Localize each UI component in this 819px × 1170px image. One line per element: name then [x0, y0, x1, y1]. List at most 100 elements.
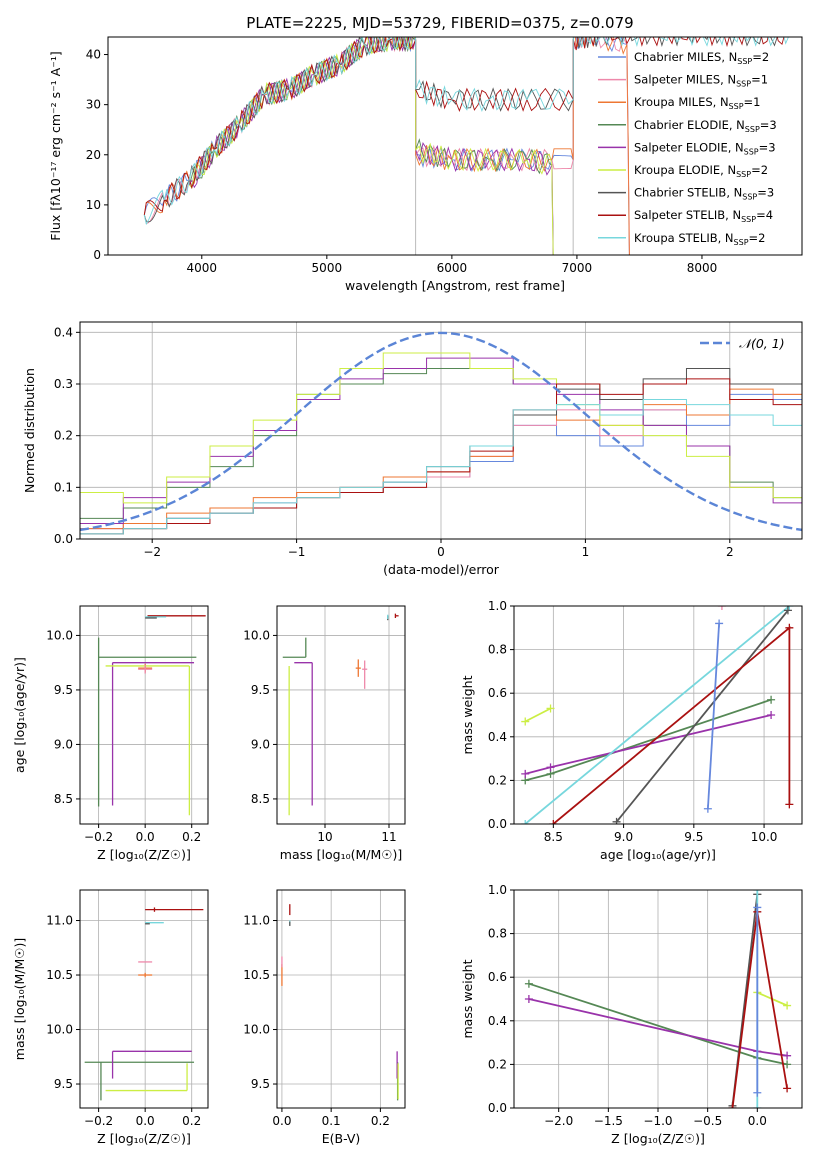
- hist-legend: 𝒩(0, 1): [700, 336, 785, 351]
- y-tick-label: 0.8: [488, 927, 507, 941]
- y-tick-label: 0.6: [488, 686, 507, 700]
- plot-area: [143, 37, 789, 255]
- plot-area: [97, 615, 206, 816]
- y-tick-label: 0.8: [488, 643, 507, 657]
- legend-entry: Salpeter STELIB, NSSP=4: [634, 208, 773, 224]
- axes-frame: [107, 36, 803, 256]
- errorbar-point-salpeter-stelib: [145, 907, 204, 912]
- axes-mass_vs_Z: −0.2 0.0 0.2 9.5 10.0 10.5 11.0 Z [log₁₀(Z/Z☉)]…: [12, 889, 209, 1146]
- weight-line-salpeter-stelib: [728, 907, 792, 1108]
- errorbar-point-chabrier-elodie: [282, 637, 307, 658]
- legend-entry: Salpeter ELODIE, NSSP=3: [634, 140, 776, 156]
- axes-frame: [276, 889, 406, 1109]
- weight-marker: [728, 1104, 737, 1108]
- axes-frame: [79, 889, 209, 1109]
- x-tick-label: 0: [437, 545, 445, 559]
- plot-area: [281, 904, 399, 1101]
- y-tick-label: 1.0: [488, 599, 507, 613]
- weight-line-salpeter-miles: [717, 606, 726, 610]
- axes-massweight_vs_Z: −2.0 −1.5 −1.0 −0.5 0.0 0.0 0.2 0.4 0.6 0.8 1.0 Z […: [460, 883, 803, 1146]
- plots-layer: 4000 5000 6000 7000 8000010203040wavelength …: [12, 36, 803, 1146]
- weight-line-chabrier-miles: [703, 619, 724, 813]
- x-axis-label: Z [log₁₀(Z/Z☉)]: [97, 847, 191, 862]
- y-tick-label: 1.0: [488, 883, 507, 897]
- weight-marker: [767, 711, 776, 719]
- x-tick-label: 0.1: [322, 1114, 341, 1128]
- x-axis-label: Z [log₁₀(Z/Z☉)]: [611, 1131, 705, 1146]
- weight-marker: [717, 606, 726, 610]
- weight-marker: [546, 704, 555, 713]
- weight-marker: [767, 695, 776, 704]
- x-tick-label: −2: [143, 545, 161, 559]
- axes-frame: [79, 605, 209, 825]
- y-axis-label: Flux [fλ10⁻¹⁷ erg cm⁻² s⁻¹ A⁻¹]: [48, 51, 63, 240]
- legend-entry: Kroupa ELODIE, NSSP=2: [634, 163, 768, 179]
- weight-marker: [783, 1060, 792, 1069]
- hist-step-salpeter-elodie: [80, 357, 802, 539]
- hist-step-salpeter-stelib: [80, 378, 802, 539]
- x-tick-label: 10.0: [751, 830, 778, 844]
- weight-line-chabrier-miles: [753, 903, 762, 1097]
- x-tick-label: −0.2: [84, 1114, 113, 1128]
- plot-area: [521, 606, 794, 824]
- y-tick-label: 9.5: [251, 1077, 270, 1091]
- legend-entry: Kroupa STELIB, NSSP=2: [634, 231, 765, 247]
- weight-marker: [753, 890, 762, 894]
- y-tick-label: 0.2: [488, 1057, 507, 1071]
- legend-entry: 𝒩(0, 1): [739, 336, 785, 351]
- legend-entry: Salpeter MILES, NSSP=1: [634, 73, 768, 89]
- x-tick-label: −1.5: [594, 1114, 623, 1128]
- x-axis-label: wavelength [Angstrom, rest frame]: [345, 278, 565, 293]
- y-axis-label: mass weight: [460, 675, 475, 754]
- x-tick-label: −0.5: [693, 1114, 722, 1128]
- weight-marker: [612, 817, 621, 824]
- weight-line: [731, 911, 788, 1108]
- weight-marker: [521, 769, 530, 778]
- x-tick-label: −0.2: [84, 830, 113, 844]
- figure-title: PLATE=2225, MJD=53729, FIBERID=0375, z=0…: [246, 14, 633, 32]
- y-axis-label: mass weight: [460, 959, 475, 1038]
- plot-area: [282, 613, 399, 816]
- x-tick-label: 0.0: [748, 1114, 767, 1128]
- y-tick-label: 0.4: [54, 325, 73, 339]
- weight-line-chabrier-elodie: [521, 695, 776, 785]
- y-tick-label: 10.0: [46, 628, 73, 642]
- y-tick-label: 10.5: [243, 968, 270, 982]
- axes-frame: [513, 605, 803, 825]
- weight-marker: [785, 800, 794, 809]
- errorbar-point-salpeter-miles: [138, 664, 153, 674]
- axes-mass_vs_ebv: 0.0 0.1 0.2 9.5 10.0 10.5 11.0 E(B-V): [243, 889, 406, 1146]
- axes-spectrum: 4000 5000 6000 7000 8000 0 10 20 30 40 wavelength …: [48, 36, 803, 293]
- x-tick-label: −1: [288, 545, 306, 559]
- axes-residual_hist: −2 −1 0 1 2 0.0 0.1 0.2 0.3 0.4 (data-model)/error…: [22, 321, 803, 577]
- weight-marker: [546, 763, 555, 772]
- y-tick-label: 10.0: [46, 1023, 73, 1037]
- x-axis-label: Z [log₁₀(Z/Z☉)]: [97, 1131, 191, 1146]
- errorbar-point-chabrier-elodie: [97, 637, 197, 807]
- errorbar-point-chabrier-elodie: [84, 1061, 195, 1101]
- weight-marker: [521, 717, 530, 726]
- x-tick-label: 10: [317, 830, 332, 844]
- errorbar-point-salpeter-elodie: [111, 1050, 192, 1079]
- weight-line: [707, 623, 720, 809]
- weight-marker: [785, 606, 794, 610]
- x-tick-label: 5000: [312, 261, 343, 275]
- weight-line-kroupa-stelib: [521, 606, 794, 824]
- x-tick-label: 9.0: [614, 830, 633, 844]
- x-tick-label: 0.0: [272, 1114, 291, 1128]
- weight-marker: [785, 623, 794, 632]
- weight-marker: [753, 1104, 762, 1108]
- weight-line: [552, 625, 791, 824]
- y-tick-label: 40: [86, 48, 101, 62]
- weight-marker: [753, 903, 762, 912]
- plot-area: [84, 907, 204, 1101]
- weight-line: [524, 606, 790, 824]
- y-tick-label: 20: [86, 148, 101, 162]
- spectrum-line-kroupa-stelib: [143, 37, 789, 226]
- errorbar-point-kroupa-elodie: [105, 665, 191, 816]
- legend-entry: Kroupa MILES, NSSP=1: [634, 95, 760, 111]
- weight-marker: [703, 804, 712, 813]
- y-tick-label: 0.2: [488, 773, 507, 787]
- x-axis-label: E(B-V): [322, 1131, 361, 1146]
- weight-marker: [783, 1001, 792, 1010]
